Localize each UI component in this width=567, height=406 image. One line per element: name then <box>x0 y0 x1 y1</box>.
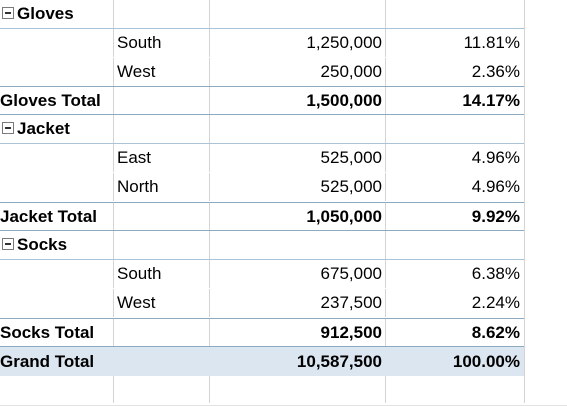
group-header-jacket[interactable]: Jacket <box>0 115 524 144</box>
group-name: Socks <box>17 235 68 254</box>
grand-total-row[interactable]: Grand Total 10,587,500 100.00% <box>0 346 524 376</box>
value-cell[interactable]: 525,000 <box>320 177 382 196</box>
table-row[interactable]: West 237,500 2.24% <box>0 289 524 318</box>
collapse-icon[interactable] <box>2 238 14 251</box>
subtotal-label: Socks Total <box>0 323 95 342</box>
group-header-socks[interactable]: Socks <box>0 231 524 260</box>
value-cell[interactable]: 1,250,000 <box>306 33 382 52</box>
percent-cell[interactable]: 6.38% <box>471 264 520 283</box>
table-row[interactable]: North 525,000 4.96% <box>0 173 524 202</box>
grand-total-label: Grand Total <box>0 352 95 371</box>
percent-cell[interactable]: 2.36% <box>471 62 520 81</box>
group-header-gloves[interactable]: Gloves <box>0 0 524 29</box>
subtotal-percent[interactable]: 9.92% <box>471 207 520 226</box>
region-cell[interactable]: West <box>117 293 156 312</box>
subtotal-label: Gloves Total <box>0 91 101 110</box>
subtotal-value[interactable]: 1,500,000 <box>306 91 382 110</box>
percent-cell[interactable]: 11.81% <box>463 33 520 52</box>
value-cell[interactable]: 675,000 <box>320 264 382 283</box>
table-row[interactable]: South 675,000 6.38% <box>0 260 524 289</box>
subtotal-row-gloves[interactable]: Gloves Total 1,500,000 14.17% <box>0 86 524 115</box>
group-name: Jacket <box>17 119 70 138</box>
collapse-icon[interactable] <box>2 122 14 135</box>
group-name: Gloves <box>17 4 74 23</box>
grand-total-percent[interactable]: 100.00% <box>452 352 520 371</box>
percent-cell[interactable]: 2.24% <box>471 293 520 312</box>
subtotal-percent[interactable]: 14.17% <box>462 91 520 110</box>
value-cell[interactable]: 525,000 <box>320 148 382 167</box>
subtotal-value[interactable]: 1,050,000 <box>306 207 382 226</box>
value-cell[interactable]: 250,000 <box>320 62 382 81</box>
collapse-icon[interactable] <box>2 7 14 20</box>
region-cell[interactable]: North <box>117 177 159 196</box>
empty-spreadsheet-row[interactable] <box>0 376 567 406</box>
percent-cell[interactable]: 4.96% <box>471 148 520 167</box>
subtotal-label: Jacket Total <box>0 207 98 226</box>
subtotal-row-jacket[interactable]: Jacket Total 1,050,000 9.92% <box>0 202 524 231</box>
value-cell[interactable]: 237,500 <box>320 293 382 312</box>
subtotal-percent[interactable]: 8.62% <box>471 323 520 342</box>
region-cell[interactable]: South <box>117 33 162 52</box>
subtotal-row-socks[interactable]: Socks Total 912,500 8.62% <box>0 318 524 347</box>
percent-cell[interactable]: 4.96% <box>471 177 520 196</box>
table-row[interactable]: South 1,250,000 11.81% <box>0 29 524 58</box>
column-gridline <box>524 0 525 403</box>
region-cell[interactable]: East <box>117 148 152 167</box>
table-row[interactable]: East 525,000 4.96% <box>0 144 524 173</box>
grand-total-value[interactable]: 10,587,500 <box>296 352 382 371</box>
table-row[interactable]: West 250,000 2.36% <box>0 58 524 87</box>
subtotal-value[interactable]: 912,500 <box>320 323 382 342</box>
region-cell[interactable]: West <box>117 62 156 81</box>
region-cell[interactable]: South <box>117 264 162 283</box>
